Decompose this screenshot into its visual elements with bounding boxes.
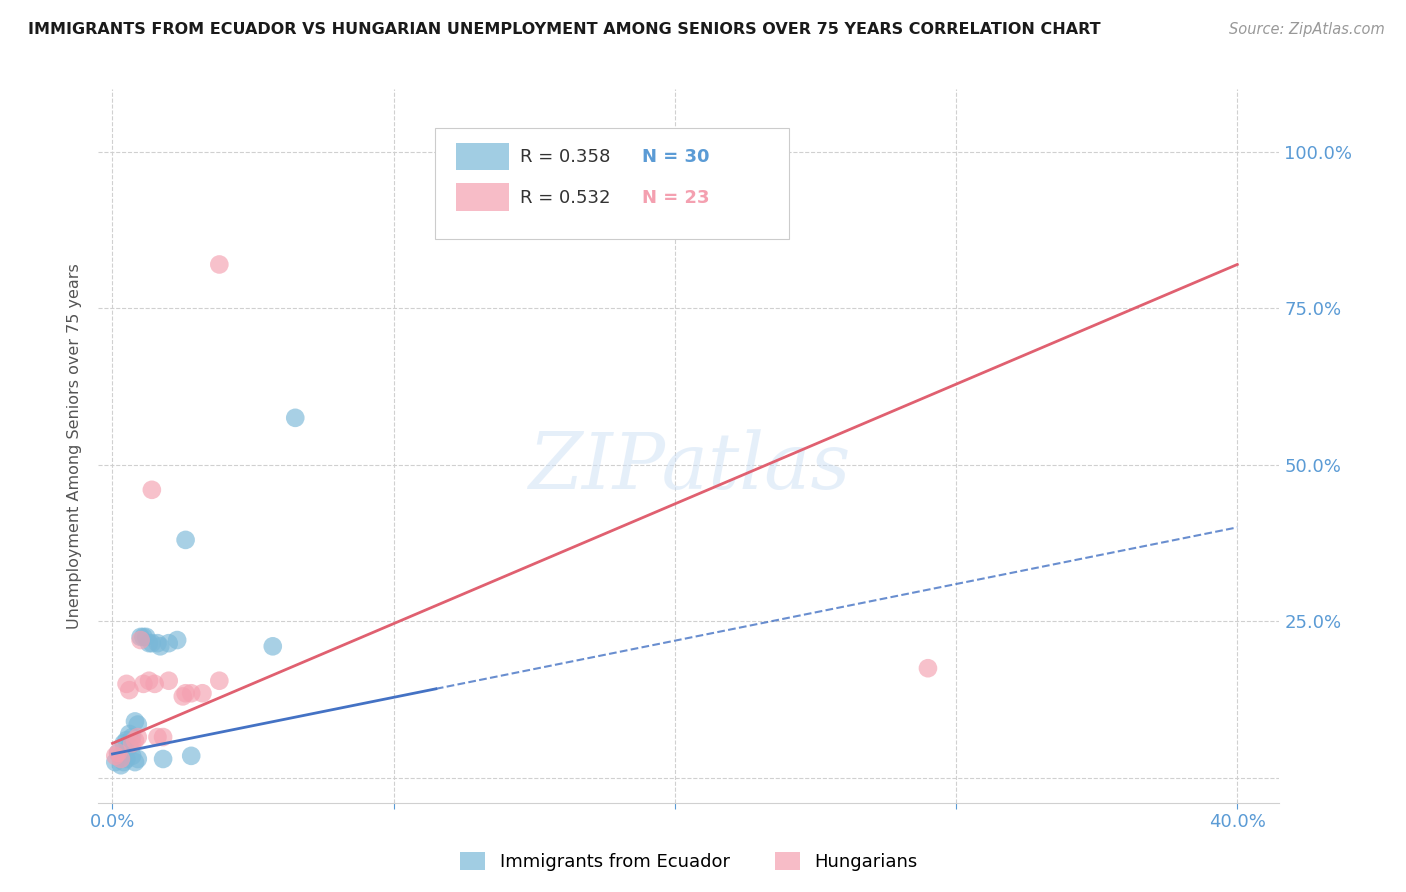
- Point: [124, 733, 146, 747]
- Point: [124, 714, 146, 729]
- Text: R = 0.358: R = 0.358: [520, 148, 610, 166]
- Point: [132, 677, 155, 691]
- Point: [129, 630, 152, 644]
- Point: [152, 752, 174, 766]
- Point: [127, 730, 149, 744]
- Point: [115, 677, 138, 691]
- Point: [104, 755, 127, 769]
- Text: R = 0.532: R = 0.532: [520, 189, 610, 207]
- Point: [121, 736, 143, 750]
- Point: [112, 736, 135, 750]
- Text: IMMIGRANTS FROM ECUADOR VS HUNGARIAN UNEMPLOYMENT AMONG SENIORS OVER 75 YEARS CO: IMMIGRANTS FROM ECUADOR VS HUNGARIAN UNE…: [28, 22, 1101, 37]
- Point: [107, 746, 129, 760]
- Point: [127, 752, 149, 766]
- Point: [118, 739, 141, 754]
- Point: [118, 727, 141, 741]
- Point: [208, 673, 231, 688]
- Point: [127, 717, 149, 731]
- Point: [191, 686, 214, 700]
- Y-axis label: Unemployment Among Seniors over 75 years: Unemployment Among Seniors over 75 years: [67, 263, 83, 629]
- Point: [110, 752, 132, 766]
- Point: [107, 746, 129, 760]
- Text: ZIPatlas: ZIPatlas: [527, 429, 851, 506]
- Point: [180, 748, 202, 763]
- Point: [174, 533, 197, 547]
- Point: [118, 683, 141, 698]
- Legend: Immigrants from Ecuador, Hungarians: Immigrants from Ecuador, Hungarians: [453, 845, 925, 879]
- FancyBboxPatch shape: [457, 184, 509, 211]
- Point: [152, 730, 174, 744]
- Point: [104, 748, 127, 763]
- Point: [143, 677, 166, 691]
- Point: [121, 748, 143, 763]
- Point: [112, 755, 135, 769]
- Point: [141, 483, 163, 497]
- Point: [124, 755, 146, 769]
- Point: [149, 640, 172, 654]
- Point: [174, 686, 197, 700]
- Point: [180, 686, 202, 700]
- Point: [284, 410, 307, 425]
- Point: [141, 636, 163, 650]
- Text: N = 23: N = 23: [641, 189, 709, 207]
- Point: [138, 673, 160, 688]
- Point: [110, 748, 132, 763]
- Point: [135, 630, 157, 644]
- Point: [917, 661, 939, 675]
- Point: [166, 633, 188, 648]
- Point: [132, 630, 155, 644]
- Point: [172, 690, 194, 704]
- Point: [110, 758, 132, 772]
- Point: [115, 752, 138, 766]
- Point: [146, 730, 169, 744]
- Point: [121, 730, 143, 744]
- FancyBboxPatch shape: [434, 128, 789, 239]
- Point: [157, 636, 180, 650]
- Text: N = 30: N = 30: [641, 148, 709, 166]
- Point: [129, 633, 152, 648]
- Point: [115, 733, 138, 747]
- Point: [262, 640, 284, 654]
- Point: [146, 636, 169, 650]
- FancyBboxPatch shape: [457, 143, 509, 169]
- Point: [157, 673, 180, 688]
- Text: Source: ZipAtlas.com: Source: ZipAtlas.com: [1229, 22, 1385, 37]
- Point: [138, 636, 160, 650]
- Point: [208, 257, 231, 271]
